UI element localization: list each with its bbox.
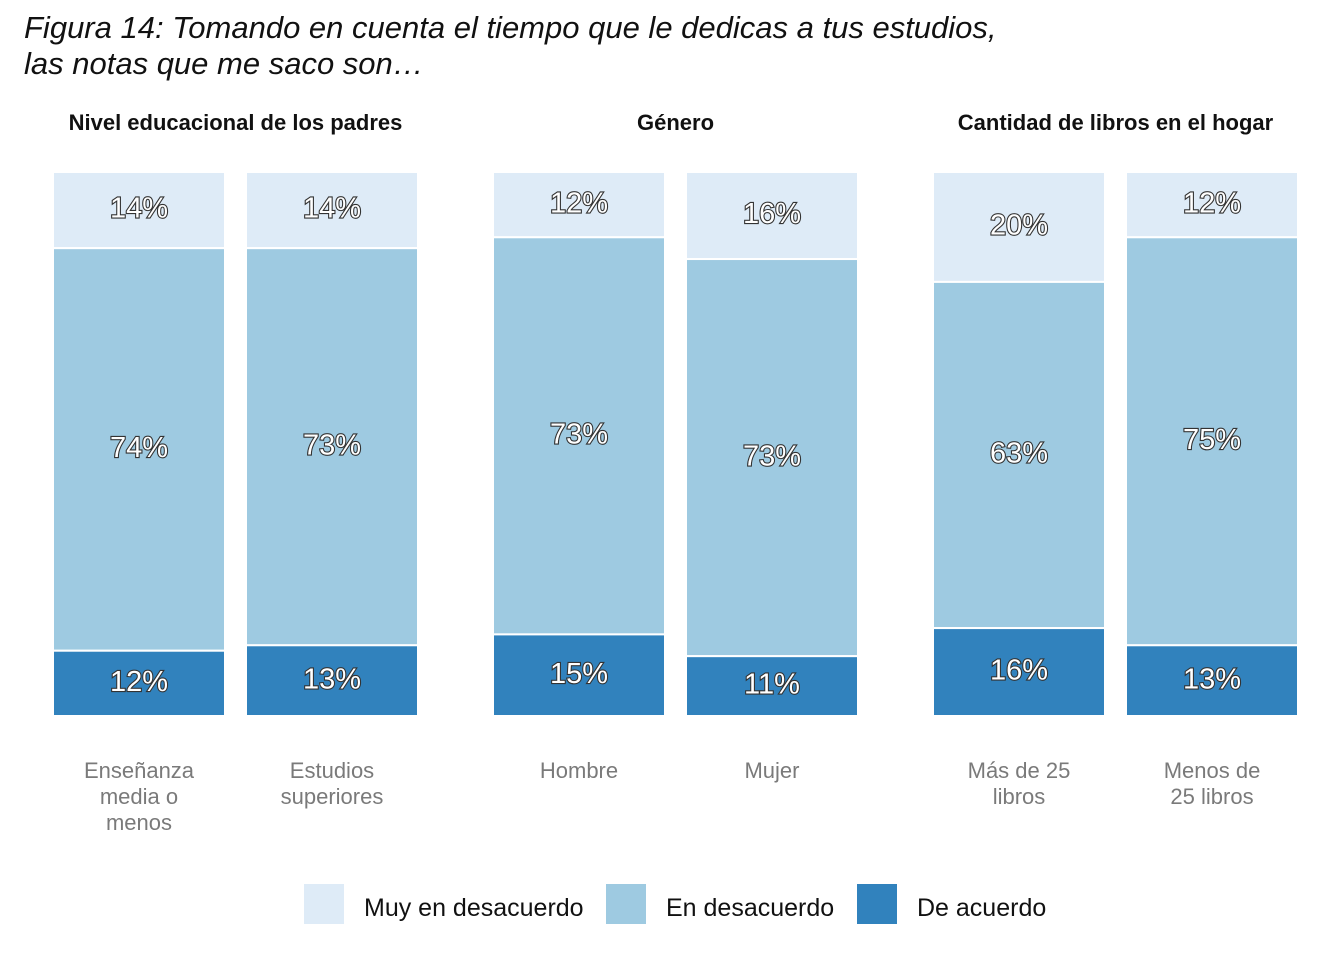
figure-title-line2: las notas que me saco son…	[24, 46, 424, 81]
panel-3: Cantidad de libros en el hogar 20% 63% 16% M…	[932, 110, 1299, 809]
legend-label: Muy en desacuerdo	[364, 894, 584, 922]
category-label-line: Enseñanza	[84, 758, 195, 783]
data-label: 16%	[743, 198, 801, 230]
legend-label: De acuerdo	[917, 894, 1046, 922]
legend-swatch	[606, 884, 646, 924]
bar-segment	[1125, 171, 1299, 239]
data-label: 13%	[1183, 663, 1241, 695]
category-label: Más de 25 libros	[968, 758, 1071, 809]
legend-item: De acuerdo	[857, 884, 1046, 924]
bar-segment	[685, 258, 859, 658]
category-label-line: Estudios	[290, 758, 374, 783]
bar-group: 12% 75% 13% Menos de 25 libros	[1125, 171, 1299, 809]
bar-segment	[1125, 644, 1299, 718]
bar-group: 14% 73% 13% Estudios superiores	[245, 171, 419, 809]
bar-segment	[1125, 236, 1299, 647]
panel-title: Nivel educacional de los padres	[69, 110, 403, 135]
bar-segment	[245, 644, 419, 718]
bar-group: 12% 73% 15% Hombre	[492, 171, 666, 783]
panel-title: Género	[637, 110, 714, 135]
legend-swatch	[857, 884, 897, 924]
bar-segment	[932, 280, 1106, 630]
category-label-line: Más de 25	[968, 758, 1071, 783]
data-label: 63%	[990, 438, 1048, 470]
data-label: 20%	[990, 210, 1048, 242]
category-label: Estudios superiores	[281, 758, 384, 809]
data-label: 73%	[303, 429, 361, 461]
bar-segment	[245, 247, 419, 647]
data-label: 12%	[110, 666, 168, 698]
data-label: 74%	[110, 432, 168, 464]
data-label: 75%	[1183, 424, 1241, 456]
panel-1: Nivel educacional de los padres 14% 74% 12%…	[52, 110, 419, 835]
bar-segment	[932, 171, 1106, 283]
bar-group: 14% 74% 12% Enseñanza media o menos	[52, 171, 226, 835]
category-label: Hombre	[540, 758, 618, 783]
legend: Muy en desacuerdo En desacuerdo De acuerdo	[304, 884, 1046, 924]
category-label-line: Mujer	[744, 758, 799, 783]
category-label-line: Hombre	[540, 758, 618, 783]
figure-title: Figura 14: Tomando en cuenta el tiempo q…	[24, 10, 997, 82]
category-label: Menos de 25 libros	[1164, 758, 1261, 809]
bar-segment	[52, 247, 226, 652]
data-label: 14%	[303, 193, 361, 225]
bar-segment	[245, 171, 419, 250]
category-label-line: libros	[993, 784, 1046, 809]
category-label: Mujer	[744, 758, 799, 783]
data-label: 12%	[1183, 187, 1241, 219]
legend-swatch	[304, 884, 344, 924]
category-label-line: menos	[106, 810, 172, 835]
category-label: Enseñanza media o menos	[84, 758, 195, 835]
bar-segment	[685, 655, 859, 717]
legend-label: En desacuerdo	[666, 894, 834, 922]
data-label: 16%	[990, 655, 1048, 687]
category-label-line: 25 libros	[1170, 784, 1253, 809]
panel-2: Género 12% 73% 15% Hombre 16% 73% 11% Mujer	[492, 110, 859, 783]
data-label: 14%	[110, 193, 168, 225]
data-label: 12%	[550, 187, 608, 219]
data-label: 11%	[744, 669, 800, 701]
legend-item: En desacuerdo	[606, 884, 834, 924]
figure-title-line1: Figura 14: Tomando en cuenta el tiempo q…	[24, 10, 997, 45]
category-label-line: Menos de	[1164, 758, 1261, 783]
data-label: 73%	[743, 440, 801, 472]
bar-segment	[52, 649, 226, 717]
bar-group: 20% 63% 16% Más de 25 libros	[932, 171, 1106, 809]
bar-segment	[492, 236, 666, 636]
bar-segment	[685, 171, 859, 261]
panel-title: Cantidad de libros en el hogar	[958, 110, 1274, 135]
bar-segment	[492, 633, 666, 718]
data-label: 73%	[550, 418, 608, 450]
category-label-line: superiores	[281, 784, 384, 809]
data-label: 15%	[550, 658, 608, 690]
bar-group: 16% 73% 11% Mujer	[685, 171, 859, 783]
legend-item: Muy en desacuerdo	[304, 884, 584, 924]
data-label: 13%	[303, 663, 361, 695]
category-label-line: media o	[100, 784, 178, 809]
bar-segment	[492, 171, 666, 239]
bar-segment	[932, 627, 1106, 717]
